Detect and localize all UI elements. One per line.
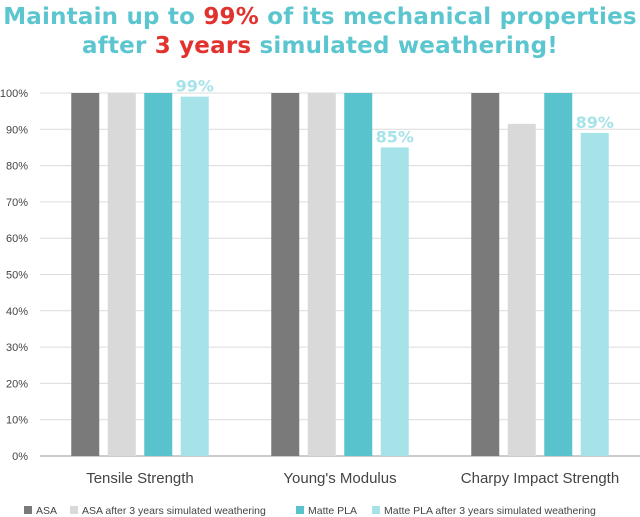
x-category-label: Charpy Impact Strength [461,470,619,487]
legend-label: ASA after 3 years simulated weathering [82,505,266,517]
data-label: 85% [376,127,414,146]
y-tick-label: 40% [6,306,28,318]
data-labels: 99% 85% 89% [176,77,614,147]
bar [544,93,573,456]
headline-text: Maintain up to [3,4,204,30]
headline-text: simulated weathering! [251,33,558,59]
bars [71,93,609,456]
headline-text: of its mechanical properties [258,4,637,30]
legend-swatch [372,506,380,514]
y-tick-label: 100% [0,88,28,100]
bar [507,123,536,456]
data-label: 89% [576,113,614,132]
bar [271,93,300,456]
bar [71,93,100,456]
legend: ASA ASA after 3 years simulated weatherin… [24,505,596,517]
gridlines [40,92,640,457]
y-tick-label: 70% [6,197,28,209]
x-category-label: Tensile Strength [86,470,194,487]
bar [144,93,173,456]
data-label: 99% [176,77,214,96]
legend-label: ASA [36,505,57,517]
x-category-label: Young's Modulus [283,470,396,487]
legend-label: Matte PLA [308,505,357,517]
legend-swatch [24,506,32,514]
headline-text: after [82,33,155,59]
y-axis-ticks: 0% 10% 20% 30% 40% 50% 60% 70% 80% 90% 100% [0,88,28,463]
bar [471,93,500,456]
y-tick-label: 0% [12,451,28,463]
bar [380,147,409,456]
bar [307,93,336,456]
y-tick-label: 50% [6,270,28,282]
y-tick-label: 10% [6,415,28,427]
legend-label: Matte PLA after 3 years simulated weathe… [384,505,596,517]
y-tick-label: 80% [6,161,28,173]
bar [107,93,136,456]
legend-swatch [70,506,78,514]
y-tick-label: 30% [6,342,28,354]
y-tick-label: 90% [6,124,28,136]
headline-highlight: 99% [203,4,259,30]
bar [180,96,209,456]
x-axis-labels: Tensile Strength Young's Modulus Charpy Im… [86,470,619,487]
headline-line-2: after 3 years simulated weathering! [0,33,640,59]
legend-swatch [296,506,304,514]
y-tick-label: 60% [6,233,28,245]
y-tick-label: 20% [6,378,28,390]
bar [580,132,609,456]
headline-highlight: 3 years [154,33,252,59]
headline-line-1: Maintain up to 99% of its mechanical pro… [0,4,640,30]
bar [344,93,373,456]
